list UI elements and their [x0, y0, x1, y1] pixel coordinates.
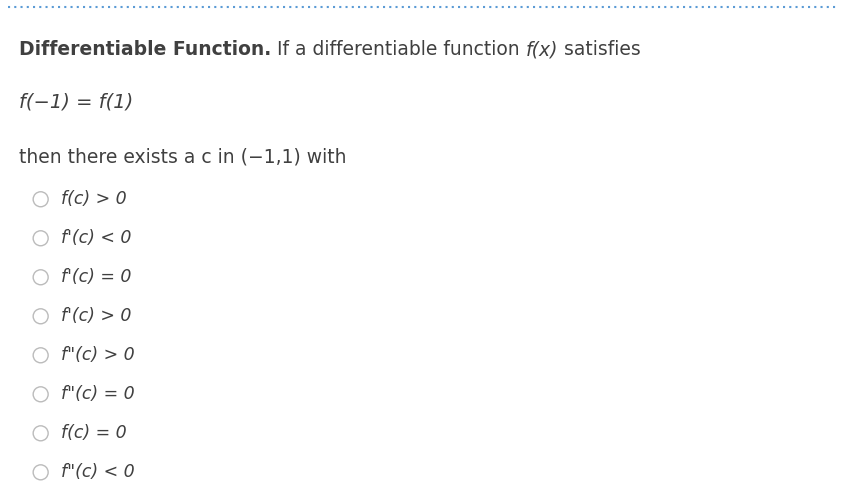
Text: f(x): f(x) — [525, 40, 558, 60]
Text: f'(c) = 0: f'(c) = 0 — [61, 268, 131, 286]
Text: If a differentiable function: If a differentiable function — [271, 40, 525, 60]
Text: then there exists a c in (−1,1) with: then there exists a c in (−1,1) with — [19, 148, 346, 167]
Text: f(c) > 0: f(c) > 0 — [61, 190, 126, 208]
Text: f"(c) = 0: f"(c) = 0 — [61, 385, 135, 403]
Text: f'(c) < 0: f'(c) < 0 — [61, 229, 131, 247]
Text: f(−1) = f(1): f(−1) = f(1) — [19, 92, 133, 112]
Text: f"(c) < 0: f"(c) < 0 — [61, 463, 135, 481]
Text: f'(c) > 0: f'(c) > 0 — [61, 308, 131, 325]
Text: Differentiable Function.: Differentiable Function. — [19, 40, 271, 60]
Text: f"(c) > 0: f"(c) > 0 — [61, 346, 135, 364]
Text: satisfies: satisfies — [558, 40, 641, 60]
Text: f(c) = 0: f(c) = 0 — [61, 424, 126, 442]
